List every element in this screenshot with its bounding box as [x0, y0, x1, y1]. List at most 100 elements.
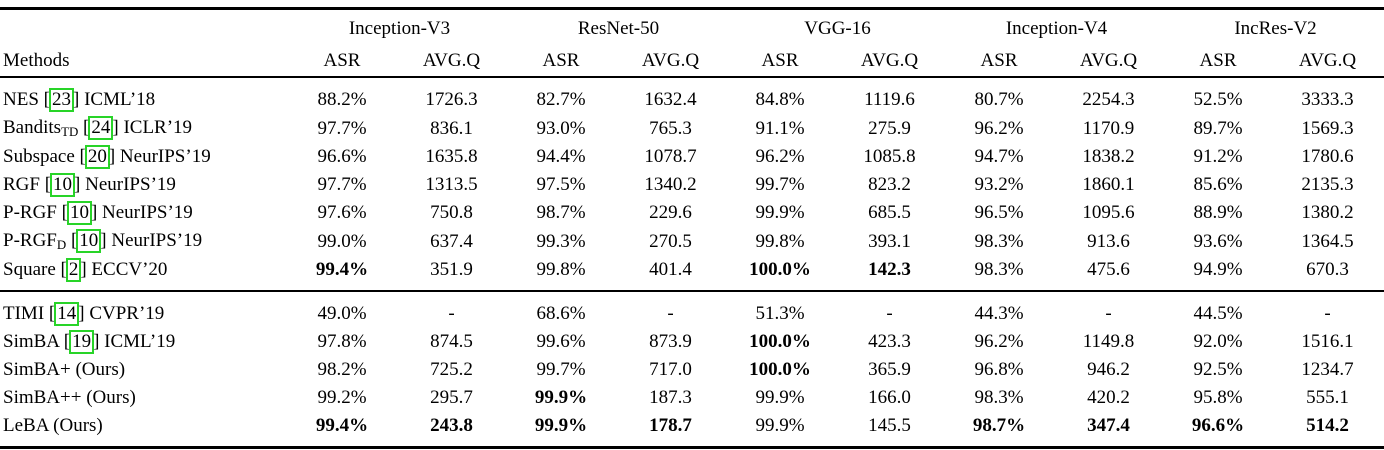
method-cell: Square [2] ECCV’20 [3, 258, 168, 282]
table-row: SimBA+ (Ours) 98.2% 725.2 99.7% 717.0 100.0% 3… [0, 356, 1384, 384]
asr-value-cell: 88.2% [317, 89, 367, 110]
avgq-value-cell: 187.3 [649, 387, 692, 408]
method-venue: NeurIPS’19 [85, 174, 176, 195]
avgq-value-cell: 1838.2 [1082, 146, 1135, 167]
method-venue: ICML’18 [84, 89, 156, 110]
method-venue: (Ours) [75, 359, 126, 380]
avgq-value-cell: 823.2 [868, 174, 911, 195]
asr-value-cell: 80.7% [974, 89, 1024, 110]
asr-value-cell: 93.0% [536, 117, 586, 139]
table-header: Inception-V3 ResNet-50 VGG-16 Inception-… [0, 9, 1384, 78]
citation-link[interactable]: 10 [50, 173, 76, 197]
method-venue: NeurIPS’19 [102, 202, 193, 223]
subheader-asr: ASR [947, 40, 1052, 78]
asr-value-cell: 98.7% [972, 415, 1026, 436]
asr-value-cell: 93.6% [1193, 230, 1243, 252]
group-header-incres-v2: IncRes-V2 [1234, 18, 1317, 39]
avgq-value-cell: 142.3 [868, 259, 911, 280]
asr-value-cell: 96.8% [974, 359, 1024, 380]
method-name: RGF [3, 174, 40, 195]
asr-value-cell: 99.6% [536, 331, 586, 352]
method-cell: P-RGF [10] NeurIPS’19 [3, 201, 193, 225]
avgq-value-cell: 1085.8 [863, 146, 916, 167]
citation-link[interactable]: 10 [66, 201, 92, 225]
table-row: Subspace [20] NeurIPS’19 96.6% 1635.8 94.4%… [0, 143, 1384, 171]
avgq-value-cell: 637.4 [430, 230, 473, 252]
avgq-value-cell: 1726.3 [425, 89, 478, 110]
asr-value-cell: 100.0% [749, 359, 811, 380]
avgq-value-cell: 685.5 [868, 202, 911, 223]
method-cell: NES [23] ICML’18 [3, 88, 156, 112]
method-cell: P-RGFD [10] NeurIPS’19 [3, 229, 203, 253]
method-cell: TIMI [14] CVPR’19 [0, 290, 290, 328]
avgq-value-cell: 2254.3 [1082, 89, 1135, 110]
avgq-value-cell: 1170.9 [1082, 117, 1135, 139]
table-row: NES [23] ICML’18 88.2% 1726.3 82.7% 1632.4 84… [0, 77, 1384, 114]
citation-link[interactable]: 19 [69, 330, 95, 354]
avgq-value-cell: 1095.6 [1082, 202, 1135, 223]
avgq-value-cell: 1635.8 [425, 146, 478, 167]
avgq-value-cell: - [1051, 290, 1167, 328]
asr-value-cell: 92.0% [1193, 331, 1243, 352]
method-venue: CVPR’19 [89, 303, 165, 324]
citation-link[interactable]: 20 [84, 145, 110, 169]
avgq-value-cell: 1569.3 [1301, 117, 1354, 139]
citation-link[interactable]: 2 [65, 258, 82, 282]
asr-value-cell: 99.9% [534, 387, 588, 408]
asr-value-cell: 99.9% [534, 415, 588, 436]
citation-link[interactable]: 10 [76, 229, 102, 253]
avgq-value-cell: 365.9 [868, 359, 911, 380]
asr-value-cell: 92.5% [1193, 359, 1243, 380]
method-venue: NeurIPS’19 [111, 230, 203, 251]
asr-value-cell: 99.3% [536, 230, 586, 252]
asr-value-cell: 99.7% [536, 359, 586, 380]
subheader-asr: ASR [290, 40, 394, 78]
asr-value-cell: 100.0% [749, 331, 811, 352]
method-subscript: D [56, 237, 67, 253]
table-section-baselines: NES [23] ICML’18 88.2% 1726.3 82.7% 1632.4 84… [0, 77, 1384, 291]
asr-value-cell: 97.7% [317, 174, 367, 195]
asr-value-cell: 97.5% [536, 174, 586, 195]
avgq-value-cell: - [394, 290, 509, 328]
avgq-value-cell: 670.3 [1306, 259, 1349, 280]
table-row: BanditsTD [24] ICLR’19 97.7% 836.1 93.0% 765… [0, 114, 1384, 143]
method-cell: SimBA++ (Ours) [0, 384, 290, 412]
avgq-value-cell: 913.6 [1087, 230, 1130, 252]
avgq-value-cell: 3333.3 [1301, 89, 1354, 110]
methods-header-spacer [0, 9, 290, 41]
avgq-value-cell: 275.9 [868, 117, 911, 139]
avgq-value-cell: 351.9 [430, 259, 473, 280]
method-venue: (Ours) [86, 387, 136, 408]
avgq-value-cell: - [613, 290, 729, 328]
avgq-value-cell: 836.1 [430, 117, 473, 139]
avgq-value-cell: 555.1 [1306, 387, 1349, 408]
method-name: SimBA+ [3, 359, 71, 380]
avgq-value-cell: 295.7 [430, 387, 473, 408]
avgq-value-cell: 229.6 [649, 202, 692, 223]
asr-value-cell: 51.3% [728, 290, 833, 328]
avgq-value-cell: 1119.6 [864, 89, 915, 110]
asr-value-cell: 44.5% [1166, 290, 1271, 328]
asr-value-cell: 94.7% [974, 146, 1024, 167]
asr-value-cell: 93.2% [974, 174, 1024, 195]
avgq-value-cell: 725.2 [430, 359, 473, 380]
citation-link[interactable]: 14 [54, 302, 80, 326]
citation-link[interactable]: 24 [88, 116, 114, 140]
asr-value-cell: 96.2% [974, 331, 1024, 352]
asr-value-cell: 94.9% [1193, 259, 1243, 280]
method-name: Bandits [3, 117, 62, 138]
asr-value-cell: 89.7% [1193, 117, 1243, 139]
subheader-asr: ASR [1166, 40, 1271, 78]
avgq-value-cell: 420.2 [1087, 387, 1130, 408]
citation-link[interactable]: 23 [48, 88, 74, 112]
asr-value-cell: 97.6% [317, 202, 367, 223]
asr-value-cell: 99.0% [317, 230, 367, 252]
avgq-value-cell: 873.9 [649, 331, 692, 352]
method-name: SimBA [3, 331, 59, 352]
avgq-value-cell: 1516.1 [1301, 331, 1354, 352]
group-header-row: Inception-V3 ResNet-50 VGG-16 Inception-… [0, 9, 1384, 41]
subheader-avgq: AVG.Q [1270, 40, 1384, 78]
table-row: RGF [10] NeurIPS’19 97.7% 1313.5 97.5% 1340.… [0, 171, 1384, 199]
avgq-value-cell: 717.0 [649, 359, 692, 380]
table-row: LeBA (Ours) 99.4% 243.8 99.9% 178.7 99.9% 145.… [0, 412, 1384, 448]
